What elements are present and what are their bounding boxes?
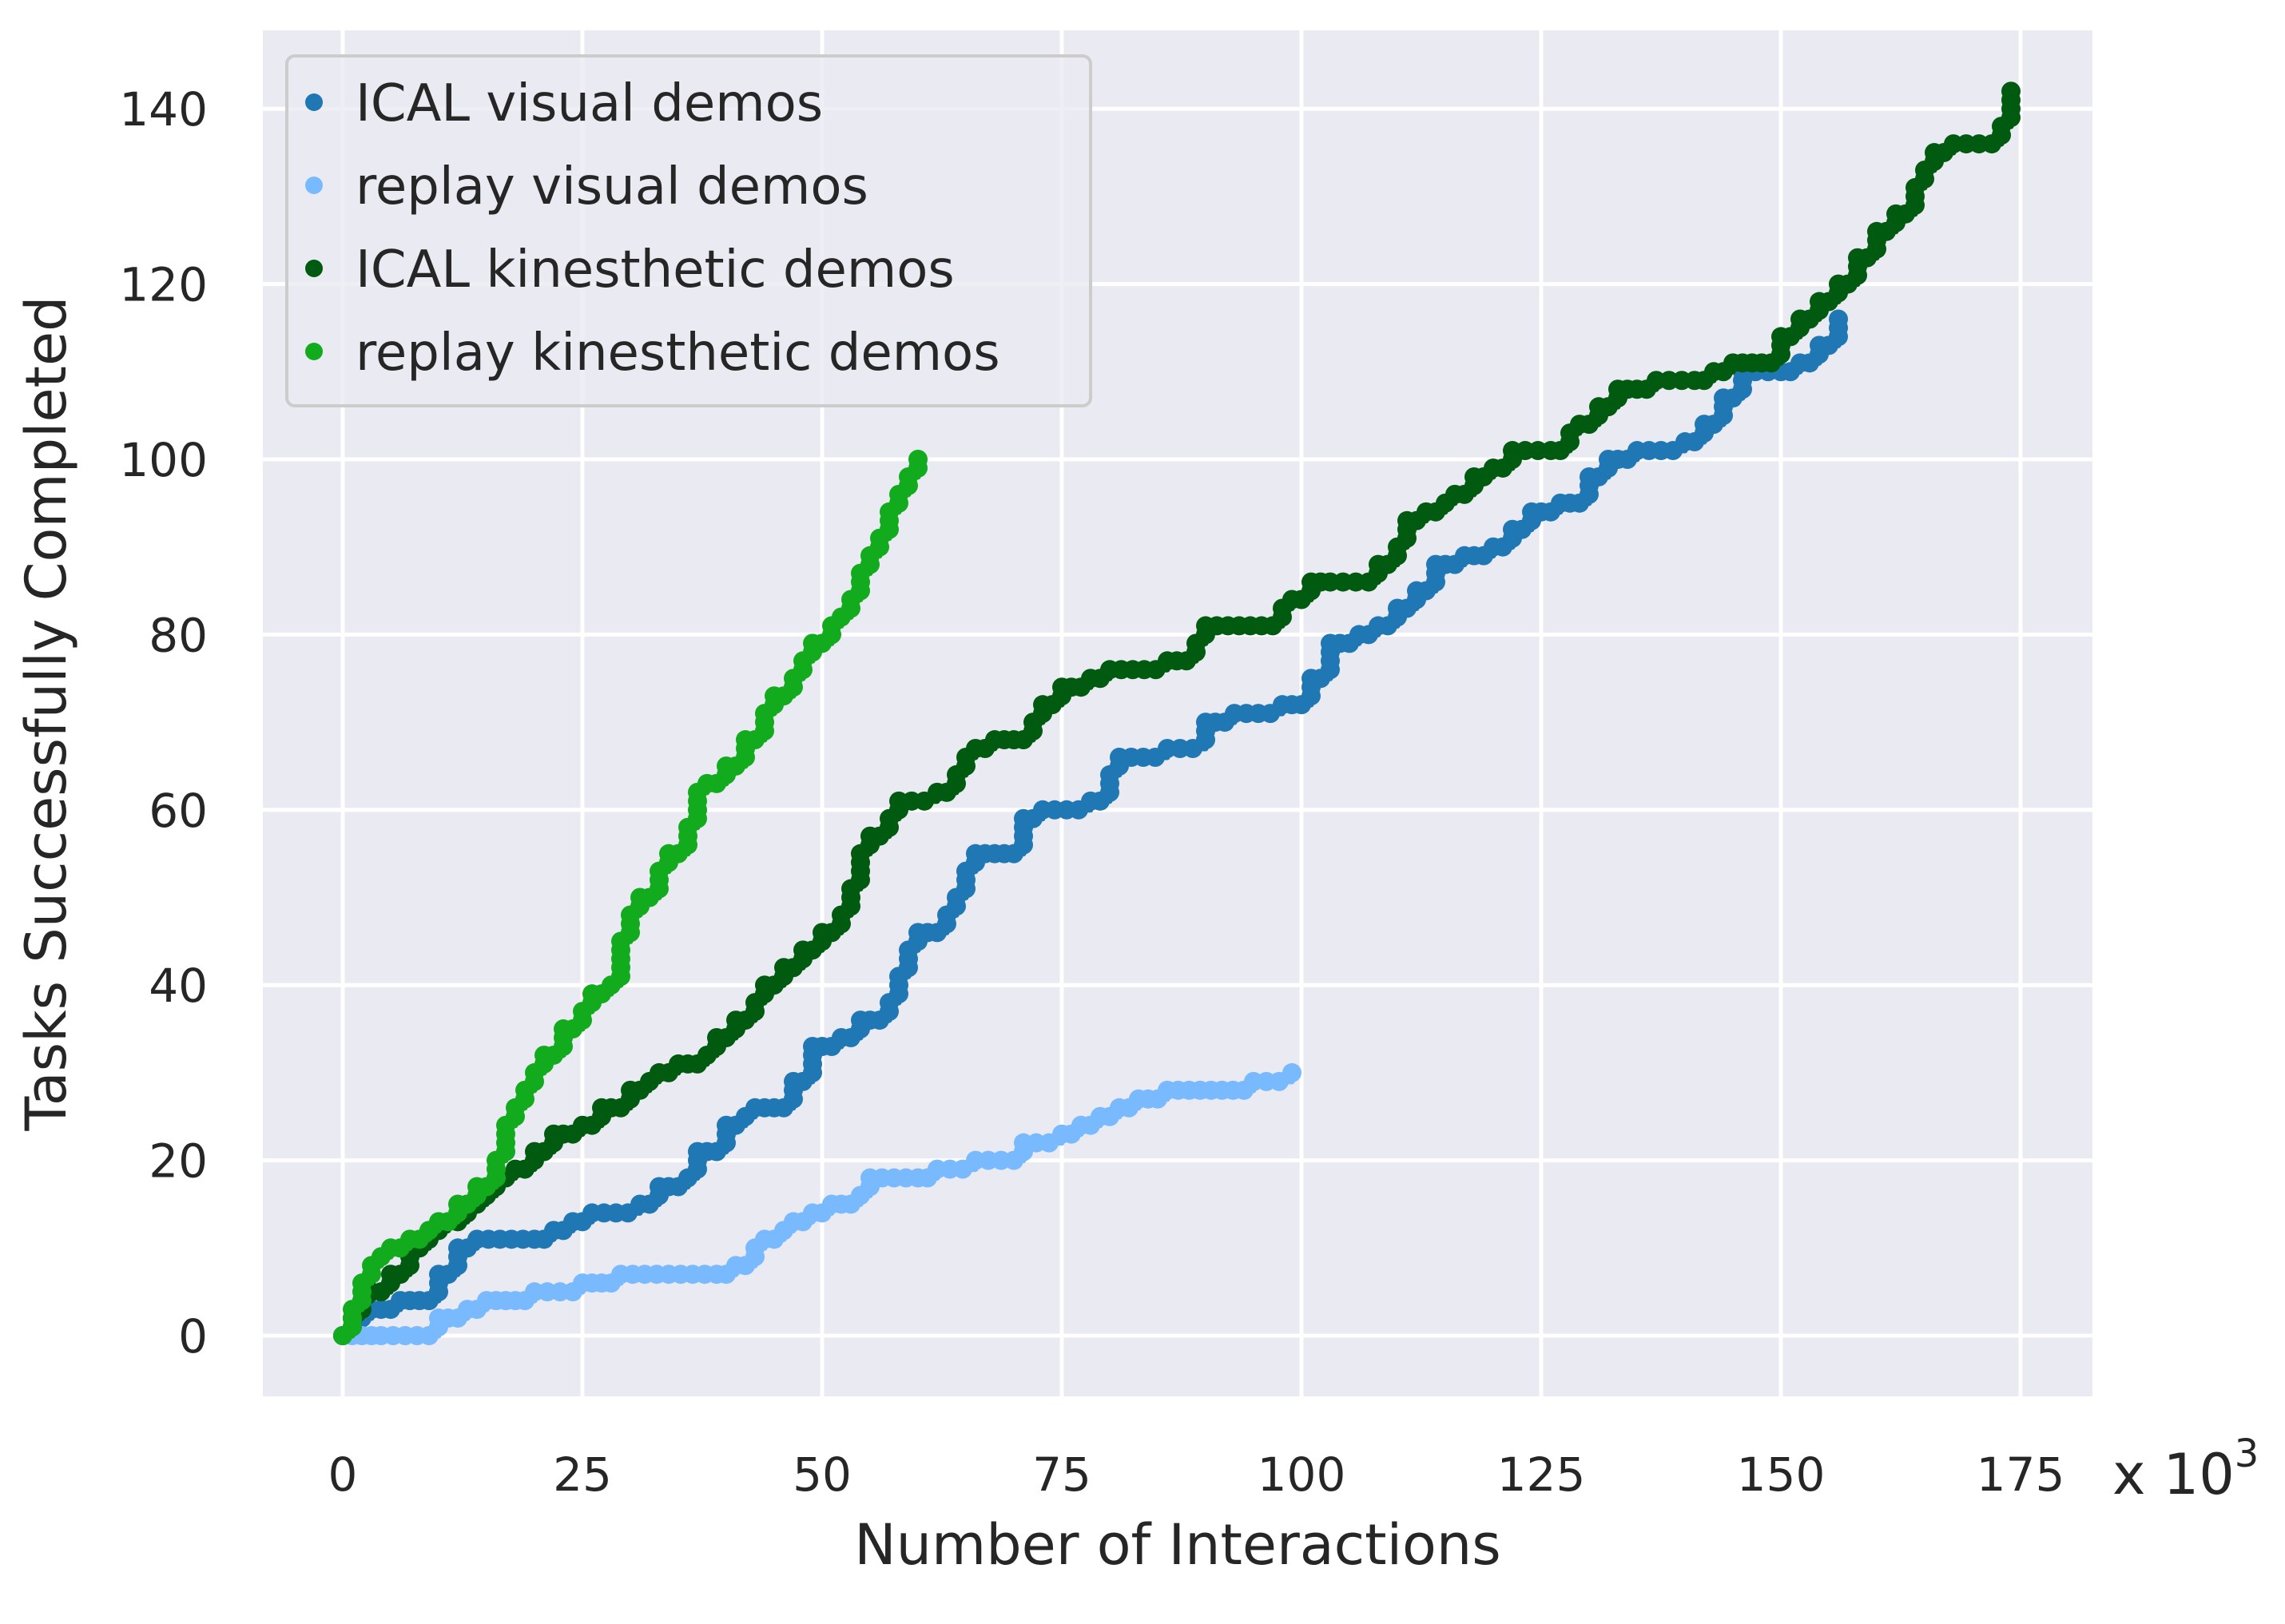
y-tick-label: 60	[149, 784, 208, 838]
series-replay-kinesthetic-demos	[333, 450, 928, 1345]
legend-label: ICAL visual demos	[356, 74, 823, 133]
x-axis-label: Number of Interactions	[854, 1512, 1500, 1578]
legend-marker-ical-kinesthetic-demos	[305, 260, 323, 277]
x-tick-label: 100	[1258, 1447, 1346, 1502]
legend-box	[285, 54, 1092, 407]
x-multiplier-base: x 10	[2112, 1442, 2235, 1507]
legend-marker-replay-visual-demos	[305, 177, 323, 194]
y-tick-label: 100	[119, 433, 208, 487]
x-tick-label: 75	[1032, 1447, 1091, 1502]
y-tick-label: 40	[149, 959, 208, 1013]
x-tick-label: 150	[1737, 1447, 1826, 1502]
legend-marker-replay-kinesthetic-demos	[305, 343, 323, 360]
y-tick-label: 20	[149, 1134, 208, 1189]
y-tick-label: 0	[178, 1309, 208, 1364]
legend-label: ICAL kinesthetic demos	[356, 240, 955, 300]
y-tick-label: 140	[119, 82, 208, 137]
y-tick-label: 120	[119, 258, 208, 312]
x-multiplier-label: x 103	[2112, 1431, 2259, 1507]
legend-label: replay visual demos	[356, 157, 868, 216]
y-axis-label: Tasks Successfully Completed	[14, 296, 79, 1132]
x-tick-label: 0	[328, 1447, 358, 1502]
data-point	[908, 450, 928, 469]
y-tick-label: 80	[149, 608, 208, 662]
legend-marker-ical-visual-demos	[305, 93, 323, 111]
x-tick-label: 50	[793, 1447, 852, 1502]
x-tick-label: 125	[1497, 1447, 1586, 1502]
data-point	[1829, 309, 1848, 329]
legend-label: replay kinesthetic demos	[356, 324, 1000, 383]
tick-labels: 0 25 50 75 100 125 150 175 0 20 40 60 80 100 120 140	[119, 82, 2064, 1502]
x-tick-label: 25	[553, 1447, 612, 1502]
data-point	[1282, 1062, 1301, 1082]
x-tick-label: 175	[1977, 1447, 2065, 1502]
series-layer	[333, 81, 2021, 1345]
data-point	[2001, 81, 2021, 101]
x-multiplier-exponent: 3	[2235, 1431, 2259, 1476]
legend: ICAL visual demos replay visual demos ICAL…	[285, 54, 1092, 407]
